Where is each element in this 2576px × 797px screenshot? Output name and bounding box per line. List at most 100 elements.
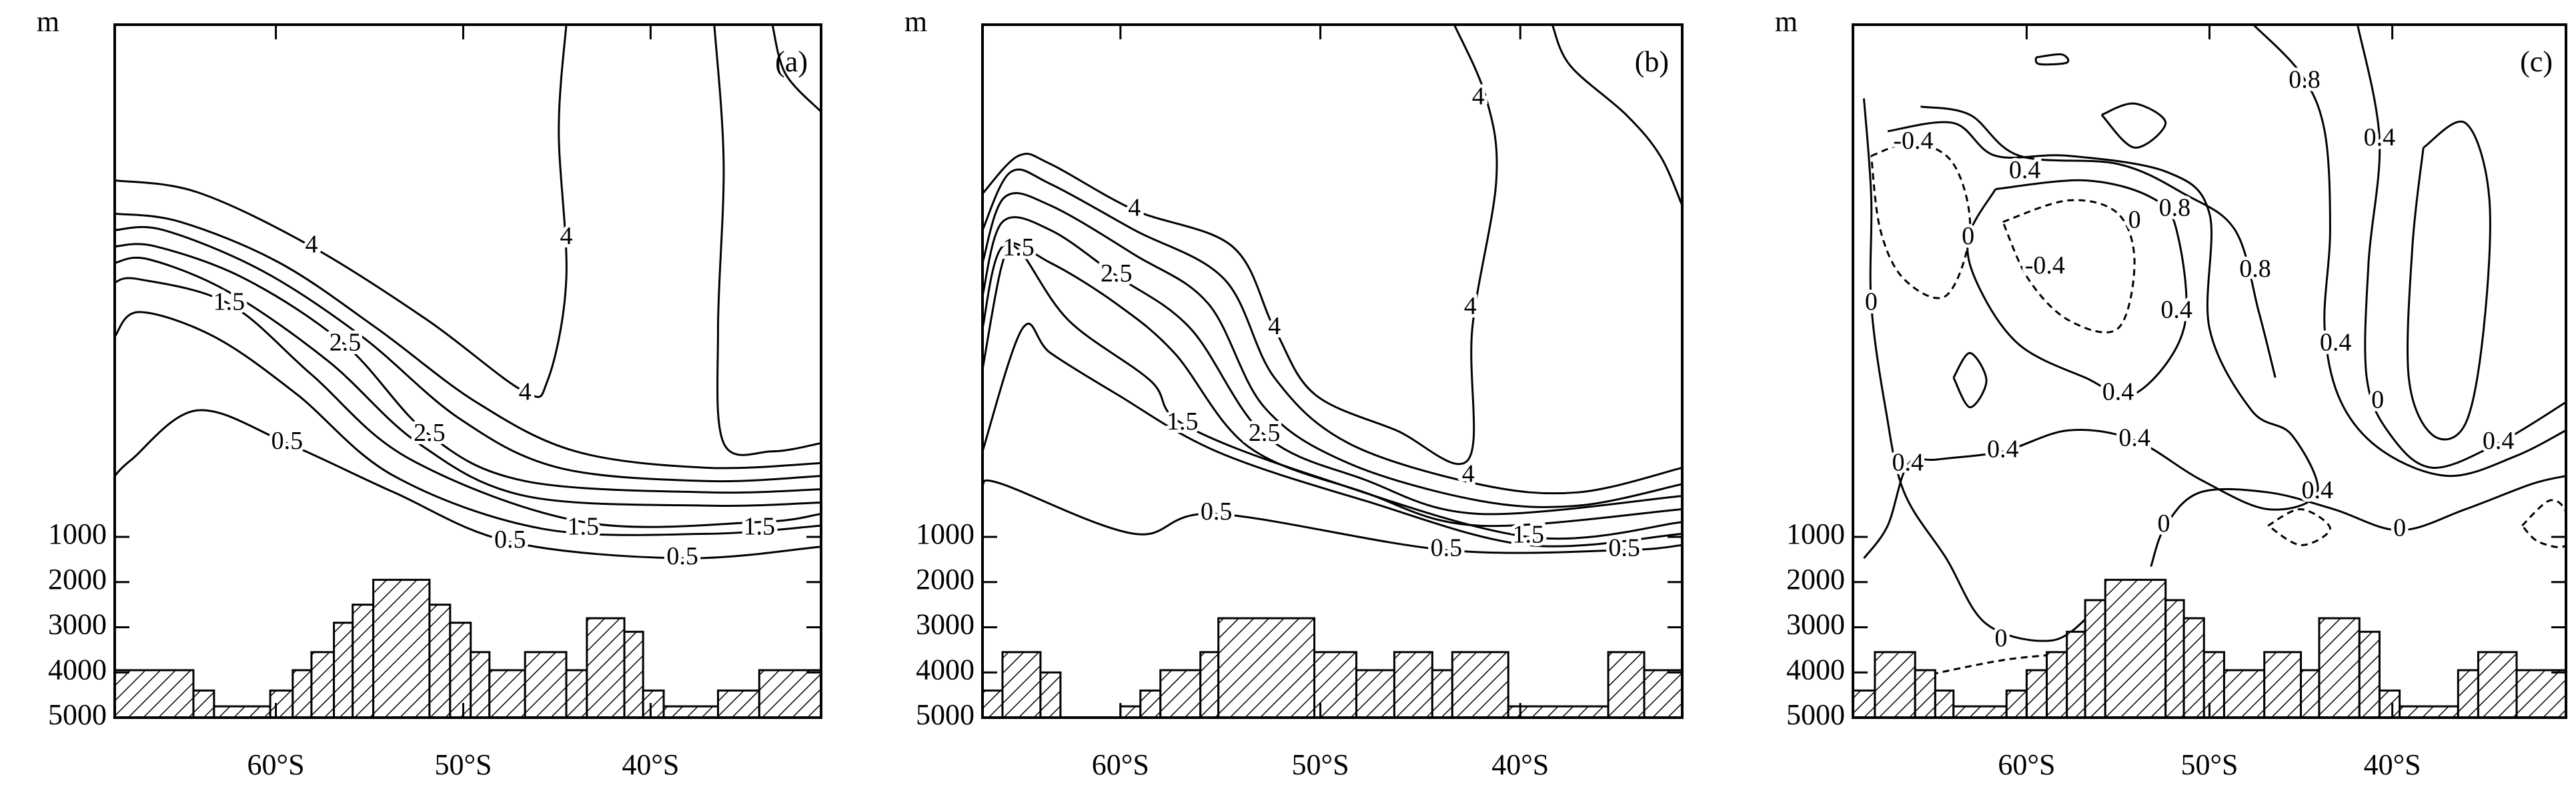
contour-label: 0 [1962,222,1974,250]
contour-line [1920,105,2277,378]
contour-label: 0.4 [2320,329,2352,357]
seafloor-bin [2263,651,2303,718]
seafloor-bin [1119,705,1142,718]
seafloor-bin [1934,689,1955,718]
panel-label: (c) [2520,45,2553,78]
seafloor-bin [642,689,665,718]
contour-label: 0.4 [2118,424,2150,452]
y-tick-label: 5000 [48,698,107,731]
contour-label: 0.4 [1892,448,1924,476]
seafloor-bin [2300,669,2321,718]
seafloor-bin [1507,705,1609,718]
contour-label: -0.4 [2025,251,2065,279]
seafloor-bin [449,622,472,718]
contour-label: 0 [2371,386,2384,414]
seafloor-bin [1393,651,1433,718]
contour-line [115,225,821,483]
contour-line [1862,98,2095,642]
seafloor-bin [310,651,336,718]
x-tick-label: 60°S [1092,748,1149,781]
contour-label: 1.5 [1512,521,1544,549]
contour-label: 0 [1865,287,1878,315]
contour-label: 4 [1268,312,1281,340]
contour-label: 4 [305,230,317,258]
seafloor-bin [1039,671,1062,718]
contour-label: 0.4 [2364,123,2396,151]
seafloor-bin [192,689,215,718]
seafloor-bin [2457,669,2479,718]
seafloor-bin [717,689,760,718]
seafloor-bin [2202,651,2225,718]
contour-label: 4 [1472,82,1485,110]
seafloor-bin [333,622,354,718]
seafloor-bin [2515,669,2566,718]
seafloor-bin [2222,669,2266,718]
seafloor-bin [1199,651,1220,718]
seafloor-bin [2358,630,2381,718]
seafloor-bin [1431,669,1453,718]
y-tick-label: 2000 [916,563,975,596]
contour-label: 2.5 [330,329,362,357]
contour-label: 1.5 [568,512,600,540]
y-tick-label: 3000 [48,608,107,641]
seafloor-bin [1853,689,1876,718]
seafloor-bin [2164,599,2185,718]
contour-line [2521,499,2566,548]
x-tick-label: 50°S [434,748,492,781]
contour-line [983,241,1682,528]
seafloor-bin [291,669,313,718]
contour-line [713,25,821,456]
contour-line [2150,475,2566,567]
plot-frame [113,23,822,719]
contour-label: 0.4 [1987,435,2019,463]
seafloor-bin [662,705,720,718]
plot-frame [981,23,1684,719]
seafloor-bin [213,705,271,718]
contour-line [771,25,821,113]
contour-label: 0 [1995,624,2008,652]
seafloor-bin [2182,617,2205,718]
contour-label: 4 [1128,194,1141,222]
contour-line [115,212,821,470]
contour-line [115,256,821,507]
seafloor-bin [2084,599,2106,718]
contour-line [983,168,1682,495]
contour-line [2002,199,2136,333]
contour-label: 1.5 [744,512,776,540]
seafloor-bin [1159,669,1202,718]
contour-label: 0 [2157,510,2170,538]
contour-line [1966,179,2188,397]
y-tick-label: 4000 [1786,653,1845,686]
y-unit-label: m [904,5,927,38]
seafloor-bin [488,669,526,718]
seafloor-bin [269,689,294,718]
panel-label: (a) [775,45,808,78]
contour-label: 2.5 [1249,419,1281,447]
contour-label: 2.5 [414,419,446,447]
seafloor-bin [470,651,491,718]
y-tick-label: 5000 [1786,698,1845,731]
x-tick-label: 50°S [2180,748,2238,781]
seafloor-bin [428,604,452,718]
y-tick-label: 2000 [1786,563,1845,596]
contour-line [1551,25,1682,206]
seafloor-bin [2104,578,2167,718]
contour-line [1920,652,2069,678]
contour-line [2100,102,2167,149]
seafloor-bin [586,617,626,718]
seafloor-bin [2046,651,2068,718]
y-tick-label: 2000 [48,563,107,596]
panel: 4 4 4 2.5 1.5 2.5 0.5 1.5 1.5 0.5 0.5 [115,25,821,718]
panel: -0.4 -0.4 0.4 0.8 0.8 0.4 0.8 0.4 0.4 0 0 0 0 0.4 0.4 0… [1853,25,2566,718]
contour-line [2034,53,2070,66]
contour-label: 0.4 [2160,296,2192,324]
contour-line [983,25,1498,466]
contour-line [2267,508,2331,546]
contour-label: 0.8 [2159,194,2191,222]
x-tick-label: 40°S [1491,748,1549,781]
contour-label: 0.4 [2102,377,2134,406]
contour-line [1952,351,1988,409]
contour-line [115,311,821,536]
seafloor-bin [2066,630,2086,718]
